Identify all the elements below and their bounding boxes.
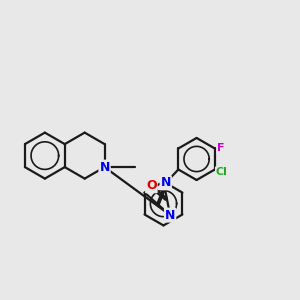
Text: O: O [146, 179, 157, 192]
Text: N: N [165, 208, 175, 222]
Text: N: N [160, 176, 171, 189]
Text: N: N [99, 160, 110, 174]
Text: Cl: Cl [216, 167, 228, 177]
Text: F: F [217, 143, 225, 154]
